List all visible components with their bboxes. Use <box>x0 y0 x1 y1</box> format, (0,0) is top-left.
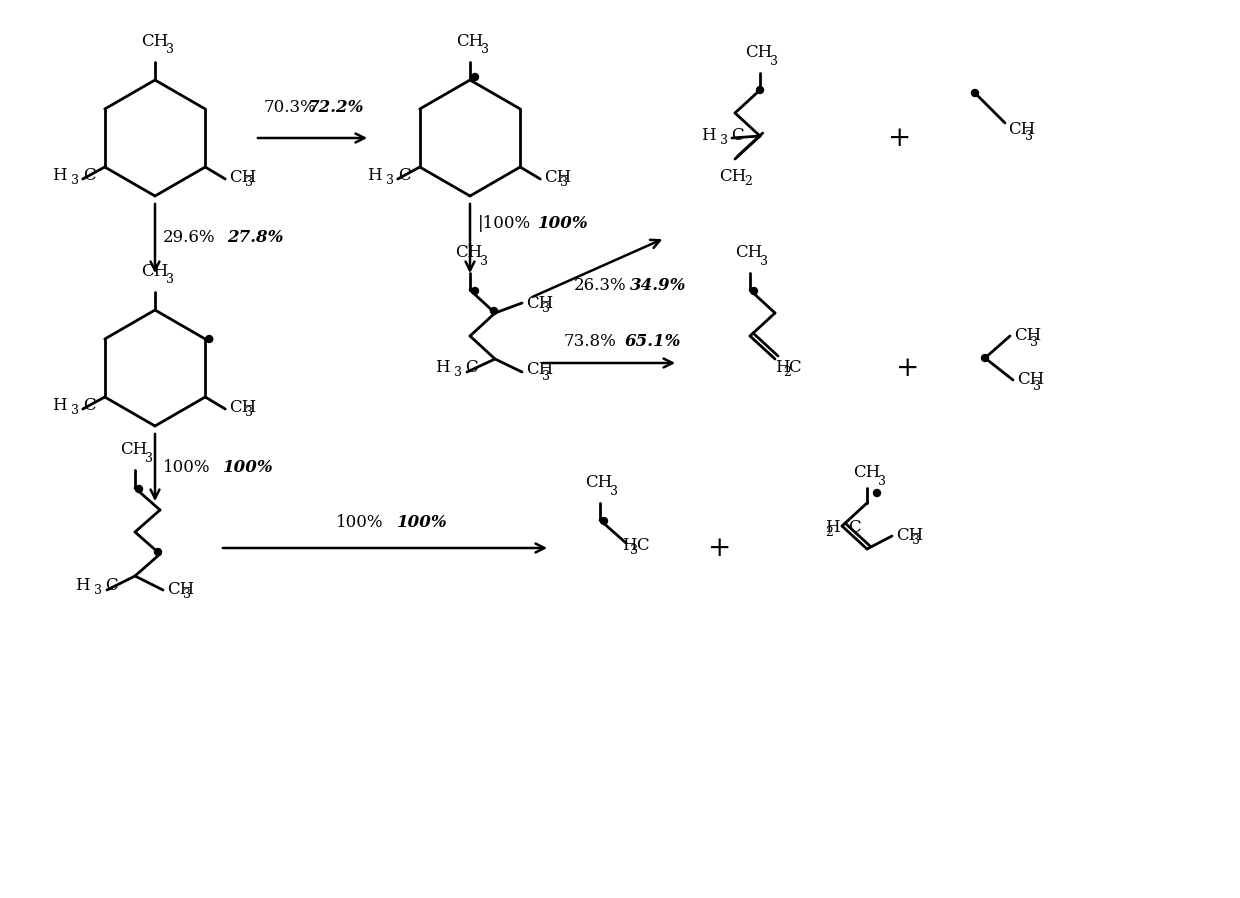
Text: CH: CH <box>456 33 484 50</box>
Text: 3: 3 <box>770 55 777 68</box>
Text: 3: 3 <box>166 273 174 286</box>
Text: H: H <box>435 359 450 376</box>
Text: C: C <box>465 359 477 376</box>
Text: 3: 3 <box>184 588 191 602</box>
Text: CH: CH <box>229 169 257 186</box>
Text: C: C <box>732 128 744 145</box>
Text: 100%: 100% <box>336 514 383 531</box>
Text: 3: 3 <box>1033 380 1042 392</box>
Text: 3: 3 <box>1025 129 1033 143</box>
Text: C: C <box>398 166 410 183</box>
Circle shape <box>491 307 497 314</box>
Text: CH: CH <box>141 33 169 50</box>
Circle shape <box>135 486 143 492</box>
Text: H: H <box>702 128 715 145</box>
Text: 29.6%: 29.6% <box>162 230 216 246</box>
Text: CH: CH <box>1014 328 1042 345</box>
Text: 2: 2 <box>825 526 833 540</box>
Text: H: H <box>367 166 382 183</box>
Text: 2: 2 <box>744 175 751 188</box>
Text: C: C <box>83 397 95 413</box>
Text: H: H <box>76 577 91 594</box>
Circle shape <box>750 287 758 295</box>
Circle shape <box>600 517 608 524</box>
Circle shape <box>155 549 161 556</box>
Text: 100%: 100% <box>223 460 274 477</box>
Circle shape <box>471 287 479 295</box>
Text: 3: 3 <box>760 255 768 268</box>
Text: 3: 3 <box>542 369 551 383</box>
Text: CH: CH <box>719 168 746 185</box>
Text: 3: 3 <box>1030 336 1038 348</box>
Text: 72.2%: 72.2% <box>306 99 363 116</box>
Text: 3: 3 <box>166 43 174 56</box>
Text: H: H <box>52 397 67 413</box>
Text: CH: CH <box>1017 372 1044 389</box>
Text: 3: 3 <box>542 303 551 315</box>
Text: C: C <box>787 359 801 376</box>
Circle shape <box>873 489 880 497</box>
Text: 34.9%: 34.9% <box>630 277 686 295</box>
Text: 70.3%: 70.3% <box>264 99 316 116</box>
Text: 3: 3 <box>481 43 489 56</box>
Text: 3: 3 <box>386 173 394 187</box>
Text: 3: 3 <box>878 475 887 488</box>
Text: CH: CH <box>853 464 880 481</box>
Text: 73.8%: 73.8% <box>564 333 616 350</box>
Text: CH: CH <box>455 244 482 261</box>
Text: CH: CH <box>745 44 773 61</box>
Text: C: C <box>848 520 861 536</box>
Text: C: C <box>83 166 95 183</box>
Text: H: H <box>775 359 790 376</box>
Text: CH: CH <box>1008 121 1035 138</box>
Text: +: + <box>897 355 920 382</box>
Text: 3: 3 <box>71 173 79 187</box>
Text: 3: 3 <box>630 543 639 557</box>
Text: CH: CH <box>526 362 553 378</box>
Text: 3: 3 <box>71 403 79 417</box>
Text: 3: 3 <box>94 585 102 597</box>
Text: CH: CH <box>141 263 169 280</box>
Text: 3: 3 <box>145 452 153 465</box>
Circle shape <box>756 86 764 93</box>
Text: 65.1%: 65.1% <box>625 333 681 350</box>
Text: +: + <box>888 125 911 152</box>
Circle shape <box>971 90 978 96</box>
Text: 3: 3 <box>246 177 253 189</box>
Circle shape <box>206 336 213 342</box>
Text: C: C <box>105 577 118 594</box>
Text: CH: CH <box>735 244 763 261</box>
Text: 26.3%: 26.3% <box>574 277 626 295</box>
Text: 100%: 100% <box>397 514 448 531</box>
Text: H: H <box>622 536 636 553</box>
Text: CH: CH <box>544 169 572 186</box>
Text: CH: CH <box>526 295 553 312</box>
Text: 3: 3 <box>911 534 920 548</box>
Text: +: + <box>708 534 732 561</box>
Text: 27.8%: 27.8% <box>227 230 284 246</box>
Text: 100%: 100% <box>538 216 589 233</box>
Circle shape <box>471 74 479 81</box>
Text: 100%: 100% <box>162 460 211 477</box>
Text: 3: 3 <box>610 485 618 498</box>
Text: CH: CH <box>585 474 613 491</box>
Text: 2: 2 <box>782 366 791 380</box>
Text: 3: 3 <box>560 177 568 189</box>
Circle shape <box>982 355 988 362</box>
Text: CH: CH <box>167 580 195 597</box>
Text: |100%: |100% <box>477 216 531 233</box>
Text: C: C <box>636 536 649 553</box>
Text: CH: CH <box>897 526 924 543</box>
Text: 3: 3 <box>454 366 463 380</box>
Text: 3: 3 <box>480 255 489 268</box>
Text: 3: 3 <box>720 135 728 147</box>
Text: H: H <box>52 166 67 183</box>
Text: H: H <box>826 520 839 536</box>
Text: CH: CH <box>120 441 148 458</box>
Text: CH: CH <box>229 399 257 416</box>
Text: 3: 3 <box>246 407 253 419</box>
